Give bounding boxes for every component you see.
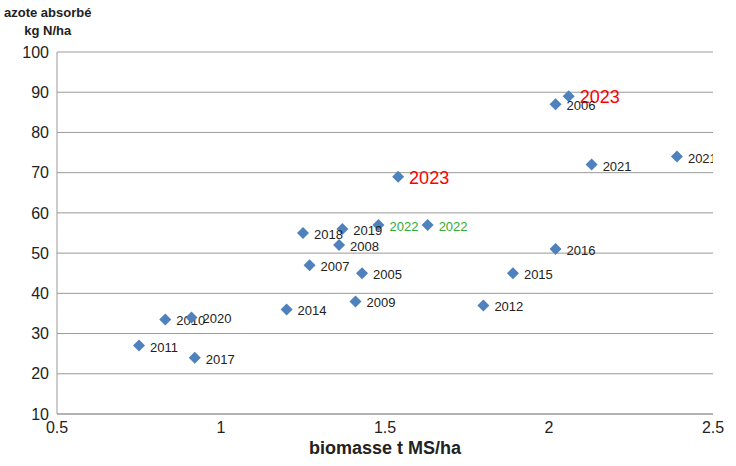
svg-text:2019: 2019 [353, 223, 382, 238]
svg-text:2: 2 [545, 419, 554, 436]
svg-text:2007: 2007 [321, 259, 350, 274]
svg-text:1.5: 1.5 [374, 419, 396, 436]
svg-text:2012: 2012 [494, 299, 523, 314]
svg-text:2015: 2015 [524, 267, 553, 282]
html-text:biomasse t MS/ha: biomasse t MS/ha [309, 438, 461, 458]
svg-text:2008: 2008 [350, 239, 379, 254]
svg-text:0.5: 0.5 [46, 419, 68, 436]
svg-text:2006: 2006 [567, 98, 596, 113]
svg-text:2020: 2020 [202, 311, 231, 326]
svg-text:2016: 2016 [567, 243, 596, 258]
svg-text:2021: 2021 [603, 159, 632, 174]
svg-text:100: 100 [22, 44, 49, 61]
svg-text:2018: 2018 [314, 227, 343, 242]
svg-text:60: 60 [31, 205, 49, 222]
svg-text:2.5: 2.5 [702, 419, 724, 436]
svg-text:2022: 2022 [439, 219, 468, 234]
svg-text:2010: 2010 [176, 313, 206, 329]
svg-text:40: 40 [31, 285, 49, 302]
svg-text:2009: 2009 [366, 295, 395, 310]
html-text:azote absorbé: azote absorbé [4, 5, 92, 20]
svg-text:2023: 2023 [409, 168, 449, 188]
svg-text:20: 20 [31, 365, 49, 382]
svg-text:90: 90 [31, 84, 49, 101]
svg-text:2022: 2022 [389, 219, 418, 234]
svg-text:50: 50 [31, 245, 49, 262]
svg-text:2023: 2023 [579, 87, 620, 108]
svg-text:2011: 2011 [150, 340, 178, 355]
svg-text:2005: 2005 [373, 267, 402, 282]
svg-text:30: 30 [31, 325, 49, 342]
svg-text:2014: 2014 [298, 303, 327, 318]
svg-text:80: 80 [31, 124, 49, 141]
html-text:kg N/ha: kg N/ha [24, 23, 72, 38]
svg-text:2017: 2017 [206, 352, 235, 367]
svg-text:1: 1 [217, 419, 226, 436]
svg-text:70: 70 [31, 164, 49, 181]
svg-text:2021: 2021 [688, 151, 713, 166]
svg-text:10: 10 [31, 406, 49, 423]
